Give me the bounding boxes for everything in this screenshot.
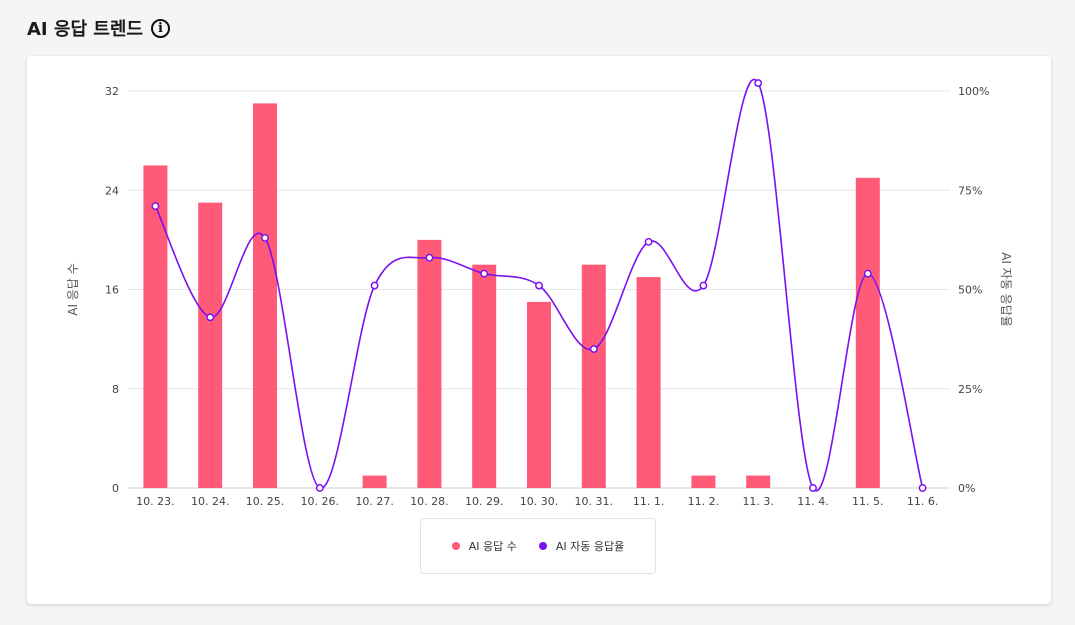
- bar: [362, 475, 387, 488]
- bar: [198, 202, 223, 488]
- y-left-tick-label: 8: [112, 383, 119, 396]
- rate-point: [699, 281, 708, 290]
- rate-point: [151, 202, 160, 211]
- y-left-tick-label: 0: [112, 482, 119, 495]
- x-tick-label: 11. 4.: [797, 495, 829, 508]
- x-tick-label: 11. 3.: [742, 495, 774, 508]
- bar: [855, 177, 880, 488]
- x-tick-label: 11. 1.: [633, 495, 665, 508]
- legend-dot-bar-icon: [451, 542, 460, 550]
- y-right-axis-title: AI 자동 응답율: [999, 252, 1013, 327]
- x-tick-label: 10. 27.: [355, 495, 393, 508]
- y-right-tick-label: 75%: [958, 184, 982, 197]
- x-tick-label: 10. 24.: [191, 495, 229, 508]
- bar: [253, 103, 277, 488]
- rate-point: [535, 281, 543, 290]
- x-tick-label: 11. 5.: [852, 495, 884, 508]
- chart-card: 0 8 16 24 32 0% 25% 50% 75% 100% AI 응답 수 AI 자동 응답율 1…: [27, 56, 1051, 604]
- x-tick-label: 10. 25.: [246, 495, 284, 508]
- rate-point: [754, 79, 763, 88]
- bar: [691, 475, 716, 488]
- bar: [527, 301, 551, 488]
- header: AI 응답 트렌드 i: [27, 14, 170, 42]
- bar: [746, 475, 771, 488]
- y-right-tick-label: 25%: [958, 383, 982, 396]
- y-left-tick-label: 24: [105, 184, 119, 197]
- y-right-tick-label: 50%: [958, 284, 982, 297]
- rate-point: [425, 253, 434, 262]
- rate-point: [918, 484, 927, 492]
- legend-dot-line-icon: [538, 542, 547, 550]
- rate-point: [863, 269, 872, 278]
- page-title: AI 응답 트렌드: [27, 19, 143, 40]
- bar: [143, 165, 168, 488]
- chart-svg: 0 8 16 24 32 0% 25% 50% 75% 100% AI 응답 수 AI 자동 응답율 1…: [66, 78, 1013, 508]
- x-tick-label: 10. 29.: [465, 495, 503, 508]
- y-left-tick-label: 32: [105, 85, 119, 98]
- rate-point: [206, 313, 215, 322]
- bar: [417, 239, 442, 488]
- y-left-axis-title: AI 응답 수: [66, 263, 80, 316]
- bar: [581, 264, 606, 488]
- chart-legend: AI 응답 수 AI 자동 응답율: [420, 518, 656, 574]
- legend-label-bar: AI 응답 수: [468, 540, 517, 553]
- x-tick-label: 11. 2.: [688, 495, 720, 508]
- x-tick-label: 10. 28.: [410, 495, 448, 508]
- legend-label-line: AI 자동 응답율: [555, 540, 625, 553]
- legend-item-bar[interactable]: AI 응답 수: [451, 538, 517, 554]
- x-tick-label: 10. 26.: [301, 495, 339, 508]
- legend-item-line[interactable]: AI 자동 응답율: [538, 538, 625, 554]
- rate-point: [589, 345, 598, 353]
- x-tick-label: 10. 23.: [136, 495, 174, 508]
- bar: [636, 277, 661, 488]
- rate-point: [315, 484, 324, 492]
- y-right-tick-label: 0%: [958, 482, 975, 495]
- bar: [472, 264, 497, 488]
- x-tick-label: 10. 30.: [520, 495, 558, 508]
- rate-point: [480, 269, 489, 278]
- rate-point: [370, 281, 379, 290]
- x-tick-label: 10. 31.: [575, 495, 613, 508]
- y-left-tick-label: 16: [105, 284, 119, 297]
- rate-point: [809, 484, 817, 492]
- x-tick-label: 11. 6.: [907, 495, 939, 508]
- y-right-tick-label: 100%: [958, 85, 989, 98]
- info-icon[interactable]: i: [150, 18, 170, 38]
- rate-point: [644, 237, 653, 246]
- rate-point: [261, 233, 269, 242]
